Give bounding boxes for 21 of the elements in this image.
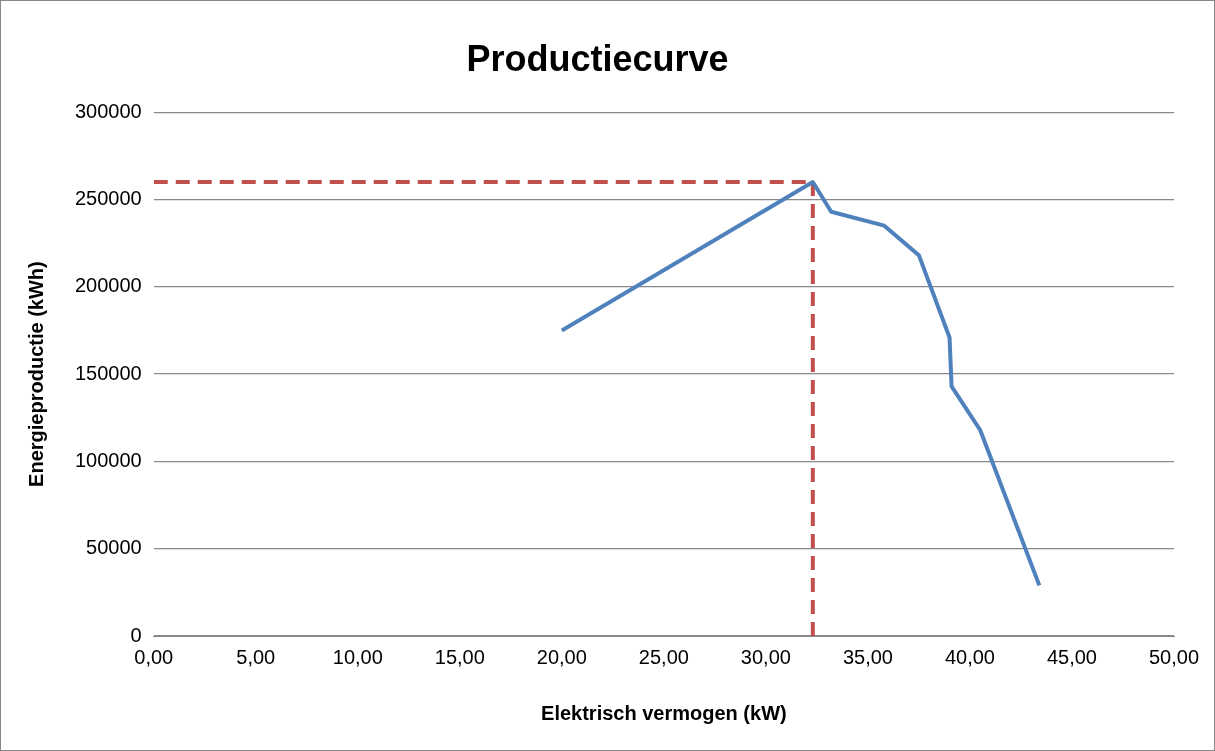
x-tick-label: 25,00 [638,645,689,668]
x-tick-label: 45,00 [1046,645,1098,668]
x-axis-title: Elektrisch vermogen (kW) [541,701,787,724]
chart-title: Productiecurve [466,37,729,79]
x-tick-label: 5,00 [236,645,276,668]
y-axis-title: Energieproductie (kWh) [24,261,47,487]
y-tick-label: 200000 [74,274,142,297]
y-tick-label: 50000 [86,536,142,559]
x-tick-label: 50,00 [1148,645,1200,668]
y-tick-label: 300000 [74,99,142,122]
y-tick-label: 100000 [74,448,142,471]
x-tick-label: 10,00 [332,645,383,668]
y-tick-label: 0 [130,623,142,646]
x-tick-label: 30,00 [740,645,791,668]
x-tick-label: 15,00 [434,645,485,668]
x-tick-label: 40,00 [944,645,995,668]
x-tick-label: 35,00 [842,645,893,668]
y-tick-label: 250000 [74,187,142,210]
x-tick-label: 20,00 [536,645,587,668]
y-tick-label: 150000 [74,361,142,384]
x-tick-label: 0,00 [134,645,174,668]
